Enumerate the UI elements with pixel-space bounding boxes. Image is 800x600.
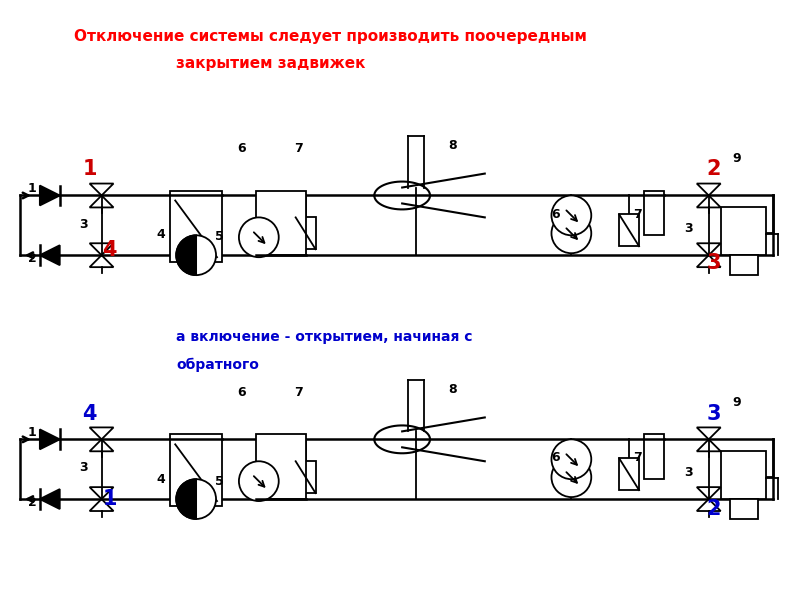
Circle shape (551, 214, 591, 253)
Text: 1: 1 (102, 489, 117, 509)
Bar (296, 217, 315, 249)
Bar (296, 461, 315, 493)
Text: Отключение системы следует производить поочередным: Отключение системы следует производить п… (74, 29, 587, 44)
Text: 6: 6 (551, 451, 560, 464)
Text: 4: 4 (157, 473, 166, 485)
Polygon shape (40, 185, 60, 205)
Bar (619, 458, 639, 490)
Text: 8: 8 (449, 383, 458, 396)
Text: 9: 9 (732, 152, 741, 165)
Wedge shape (176, 479, 196, 519)
Text: 1: 1 (82, 158, 97, 179)
Text: 1: 1 (27, 182, 36, 195)
Text: 7: 7 (633, 451, 642, 464)
Text: 2: 2 (27, 251, 36, 265)
Text: 3: 3 (706, 404, 721, 424)
Text: 5: 5 (214, 230, 223, 243)
Text: 9: 9 (732, 396, 741, 409)
Bar (730, 499, 758, 519)
Text: 3: 3 (706, 253, 721, 273)
Text: 6: 6 (238, 386, 246, 399)
Bar (644, 434, 664, 479)
Text: 7: 7 (294, 142, 303, 155)
Text: 4: 4 (157, 228, 166, 241)
Text: 4: 4 (102, 240, 117, 260)
Polygon shape (40, 489, 60, 509)
Text: 6: 6 (238, 142, 246, 155)
Text: 3: 3 (685, 222, 693, 235)
Text: 7: 7 (633, 208, 642, 221)
Bar (619, 214, 639, 246)
Text: а включение - открытием, начиная с: а включение - открытием, начиная с (176, 330, 473, 344)
Circle shape (176, 479, 216, 519)
Text: обратного: обратного (176, 358, 259, 372)
Text: 7: 7 (294, 386, 303, 399)
Bar (170, 191, 222, 262)
Text: 3: 3 (79, 461, 88, 474)
Text: 1: 1 (27, 426, 36, 439)
Text: 2: 2 (706, 158, 721, 179)
Text: 3: 3 (685, 466, 693, 479)
Text: 5: 5 (214, 475, 223, 488)
Circle shape (551, 439, 591, 479)
Circle shape (239, 217, 278, 257)
Polygon shape (40, 430, 60, 449)
Bar (170, 434, 222, 506)
Circle shape (551, 457, 591, 497)
Text: 8: 8 (449, 139, 458, 152)
Bar (730, 255, 758, 275)
Polygon shape (40, 245, 60, 265)
Text: 2: 2 (27, 496, 36, 509)
Text: 3: 3 (79, 218, 88, 231)
Text: закрытием задвижек: закрытием задвижек (176, 56, 366, 71)
Text: 2: 2 (706, 499, 721, 519)
Bar (721, 208, 766, 255)
Text: 6: 6 (551, 208, 560, 221)
Bar (256, 434, 306, 499)
Bar (721, 451, 766, 499)
Bar (644, 191, 664, 235)
Circle shape (176, 235, 216, 275)
Bar (256, 191, 306, 255)
Circle shape (551, 196, 591, 235)
Circle shape (239, 461, 278, 501)
Text: 4: 4 (82, 404, 97, 424)
Wedge shape (176, 235, 196, 275)
